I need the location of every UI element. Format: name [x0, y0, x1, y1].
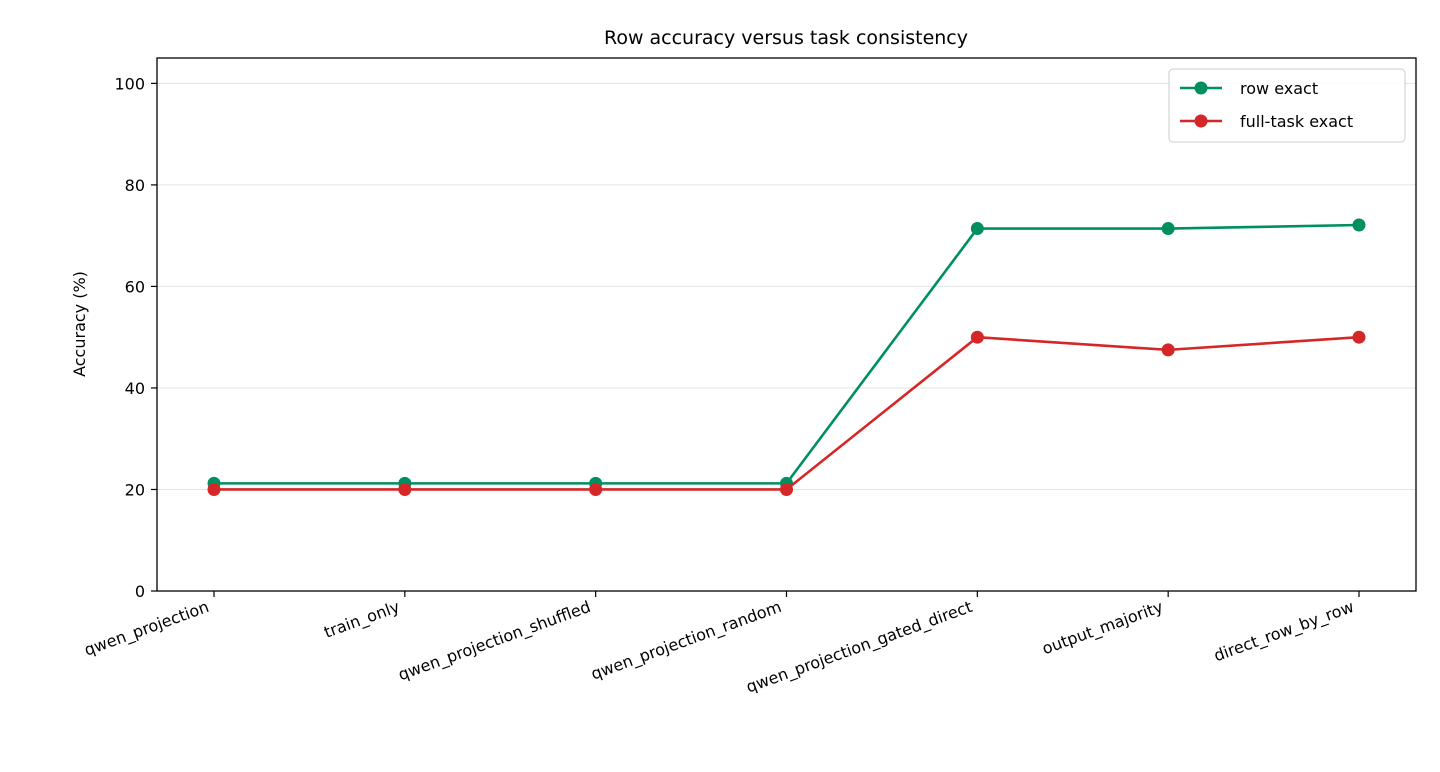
chart-title: Row accuracy versus task consistency	[604, 27, 968, 49]
legend-label: row exact	[1240, 79, 1318, 98]
x-tick-label: train_only	[321, 597, 402, 643]
x-tick-label: direct_row_by_row	[1211, 597, 1357, 666]
x-tick-label: qwen_projection	[82, 597, 212, 661]
data-point	[970, 222, 984, 236]
legend: row exact full-task exact	[1168, 68, 1406, 143]
y-tick-label: 40	[125, 379, 145, 398]
gridlines	[157, 82, 1416, 592]
data-point	[970, 330, 984, 344]
y-tick-label: 100	[114, 74, 145, 93]
y-tick-label: 80	[125, 176, 145, 195]
series-line	[214, 335, 1360, 491]
legend-marker	[1194, 114, 1208, 128]
series-layer	[207, 218, 1366, 496]
legend-marker	[1194, 81, 1208, 95]
data-point	[1161, 343, 1175, 357]
data-point	[1161, 222, 1175, 236]
y-tick-label: 0	[135, 582, 145, 601]
x-tick-label: qwen_projection_shuffled	[396, 597, 594, 685]
legend-label: full-task exact	[1240, 112, 1353, 131]
y-axis-label: Accuracy (%)	[70, 271, 89, 377]
data-point	[1352, 218, 1366, 232]
series-line	[214, 223, 1360, 485]
y-tick-label: 60	[125, 277, 145, 296]
data-point	[1352, 330, 1366, 344]
data-point	[589, 482, 603, 496]
x-tick-label: qwen_projection_random	[588, 597, 784, 685]
data-point	[207, 482, 221, 496]
legend-box	[1168, 68, 1406, 143]
y-tick-label: 20	[125, 480, 145, 499]
data-point	[398, 482, 412, 496]
data-point	[780, 482, 793, 496]
x-tick-label: output_majority	[1040, 597, 1166, 659]
